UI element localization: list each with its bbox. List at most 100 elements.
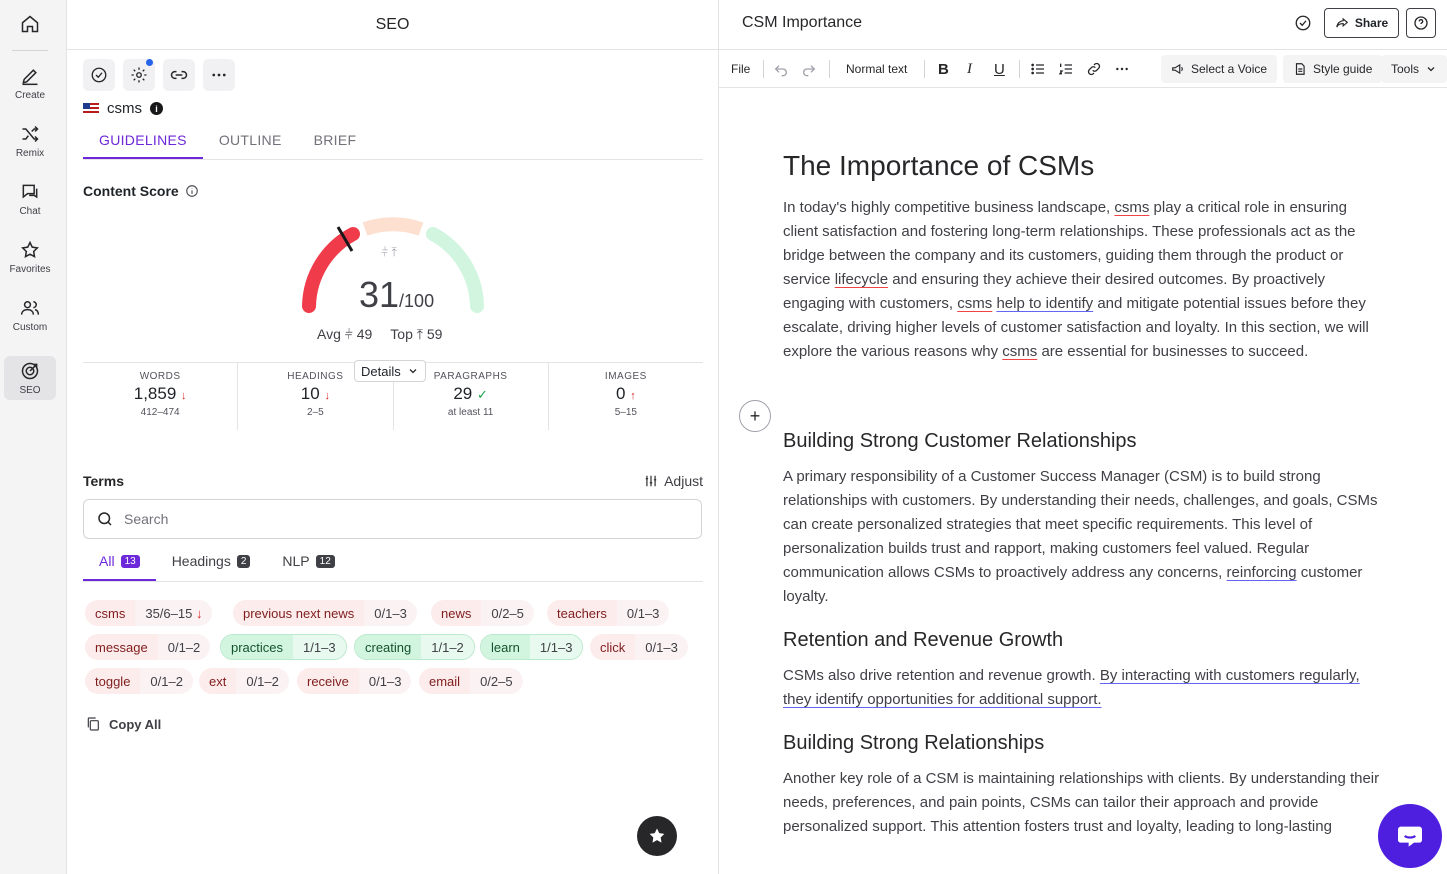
tab-brief[interactable]: BRIEF — [313, 132, 357, 148]
term-chip[interactable]: receive 0/1–3 — [297, 668, 412, 694]
term-chip[interactable]: teachers 0/1–3 — [547, 600, 670, 626]
underline-icon[interactable]: U — [994, 60, 1005, 78]
doc-heading-2: Retention and Revenue Growth — [783, 629, 1064, 651]
underlined-term[interactable]: By interacting with customers regularly,… — [783, 667, 1360, 708]
redo-icon[interactable] — [801, 50, 817, 88]
document-icon — [1295, 63, 1305, 75]
text-run: Another key role of a CSM is maintaining… — [783, 770, 1380, 835]
underlined-term[interactable]: csms — [957, 295, 993, 312]
bullet-list-icon[interactable] — [1030, 50, 1046, 88]
undo-icon[interactable] — [773, 50, 789, 88]
doc-heading-2: Building Strong Relationships — [783, 732, 1045, 754]
info-icon[interactable]: i — [150, 102, 163, 115]
more-icon[interactable] — [1114, 50, 1130, 88]
term-name: news — [431, 600, 482, 626]
style-guide-button[interactable]: Style guide — [1283, 55, 1383, 83]
rail-item-custom[interactable]: Custom — [4, 290, 56, 340]
underlined-term[interactable]: csms — [1114, 199, 1150, 216]
term-name: learn — [481, 635, 530, 659]
document-title[interactable]: CSM Importance — [742, 14, 863, 31]
link-icon[interactable] — [1086, 50, 1102, 88]
help-button[interactable] — [1406, 8, 1436, 38]
sliders-icon — [645, 475, 657, 487]
term-chip[interactable]: message 0/1–2 — [85, 634, 211, 660]
adjust-button[interactable]: Adjust — [644, 473, 703, 489]
term-tab-nlp[interactable]: NLP 12 — [266, 544, 350, 581]
check-circle-icon — [91, 67, 107, 83]
text-style-dropdown[interactable]: Normal text — [846, 62, 908, 76]
tab-guidelines[interactable]: GUIDELINES — [83, 122, 203, 159]
stat-key: IMAGES — [604, 371, 647, 382]
share-button[interactable]: Share — [1324, 8, 1399, 38]
chat-fab[interactable] — [1378, 804, 1442, 868]
favorite-fab[interactable] — [637, 816, 677, 856]
term-chip[interactable]: ext 0/1–2 — [199, 668, 289, 694]
rail-item-favorites[interactable]: Favorites — [4, 232, 56, 282]
term-chip[interactable]: learn 1/1–3 — [480, 634, 584, 660]
term-tab-headings[interactable]: Headings 2 — [156, 544, 267, 581]
more-button[interactable] — [203, 59, 235, 91]
select-voice-button[interactable]: Select a Voice — [1161, 55, 1278, 83]
avg-icon: ⫩ — [344, 326, 353, 342]
users-icon — [20, 300, 40, 315]
doc-heading-2: Building Strong Customer Relationships — [783, 430, 1137, 452]
term-count: 0/1–3 — [616, 600, 670, 626]
italic-icon[interactable]: I — [967, 60, 972, 77]
document-body[interactable]: The Importance of CSMs In today's highly… — [783, 150, 1383, 839]
settings-button[interactable] — [123, 59, 155, 91]
file-menu[interactable]: File — [731, 62, 751, 76]
rail-item-create[interactable]: Create — [4, 58, 56, 108]
text-run: A primary responsibility of a Customer S… — [783, 468, 1378, 581]
text-run: In today's highly competitive business l… — [783, 199, 1115, 216]
left-rail: Create Remix Chat Favorites Custom SEO — [0, 0, 67, 874]
chevron-down-icon — [409, 369, 417, 374]
numbered-list-icon[interactable] — [1058, 50, 1074, 88]
stat-value: 10 — [300, 384, 320, 403]
text-run: and ensuring they achieve their desired … — [783, 271, 1325, 312]
term-count: 0/2–5 — [481, 600, 534, 626]
term-count: 1/1–3 — [529, 635, 583, 659]
term-chip[interactable]: news 0/2–5 — [431, 600, 534, 626]
content-score-title: Content Score — [83, 183, 199, 199]
add-block-button[interactable]: + — [739, 400, 771, 432]
underlined-term[interactable]: help to identify — [996, 295, 1094, 312]
bold-icon[interactable]: B — [938, 60, 949, 78]
term-chip[interactable]: email 0/2–5 — [419, 668, 523, 694]
check-circle-button[interactable] — [83, 59, 115, 91]
link-button[interactable] — [163, 59, 195, 91]
underlined-term[interactable]: csms — [1002, 343, 1038, 360]
term-chip[interactable]: previous next news 0/1–3 — [233, 600, 417, 626]
underlined-term[interactable]: reinforcing — [1226, 564, 1297, 581]
content-score-label: Content Score — [83, 183, 179, 199]
term-chip[interactable]: csms 35/6–15 ↓ — [85, 600, 213, 626]
info-outline-icon[interactable] — [185, 184, 199, 198]
score-number: 31 — [359, 274, 400, 315]
terms-title: Terms — [83, 473, 124, 489]
tab-outline[interactable]: OUTLINE — [218, 132, 282, 148]
stat-value-row: 1,859 ↓ — [83, 384, 237, 404]
rail-item-seo[interactable]: SEO — [4, 356, 56, 400]
terms-search-input[interactable]: Search — [83, 499, 702, 539]
details-dropdown[interactable]: Details — [354, 360, 426, 382]
term-chip[interactable]: click 0/1–3 — [590, 634, 688, 660]
check-circle-icon[interactable] — [1294, 14, 1312, 32]
home-icon[interactable] — [16, 10, 44, 38]
term-name: ext — [199, 668, 237, 694]
check-icon: ✓ — [477, 387, 488, 402]
term-count: 0/1–2 — [236, 668, 289, 694]
tools-dropdown[interactable]: Tools — [1381, 55, 1447, 83]
term-count: 0/1–3 — [635, 634, 688, 660]
rail-item-remix[interactable]: Remix — [4, 116, 56, 166]
editor-header: CSM Importance Share — [719, 0, 1447, 50]
rail-item-chat[interactable]: Chat — [4, 174, 56, 224]
underlined-term[interactable]: lifecycle — [834, 271, 889, 288]
term-name: toggle — [85, 668, 141, 694]
term-chip[interactable]: practices 1/1–3 — [220, 634, 347, 660]
star-icon — [21, 240, 39, 258]
term-chip[interactable]: creating 1/1–2 — [354, 634, 475, 660]
copy-all-button[interactable]: Copy All — [85, 716, 161, 732]
term-chip[interactable]: toggle 0/1–2 — [85, 668, 193, 694]
stat-value: 1,859 — [133, 384, 177, 403]
term-tab-all[interactable]: All 13 — [83, 544, 156, 581]
